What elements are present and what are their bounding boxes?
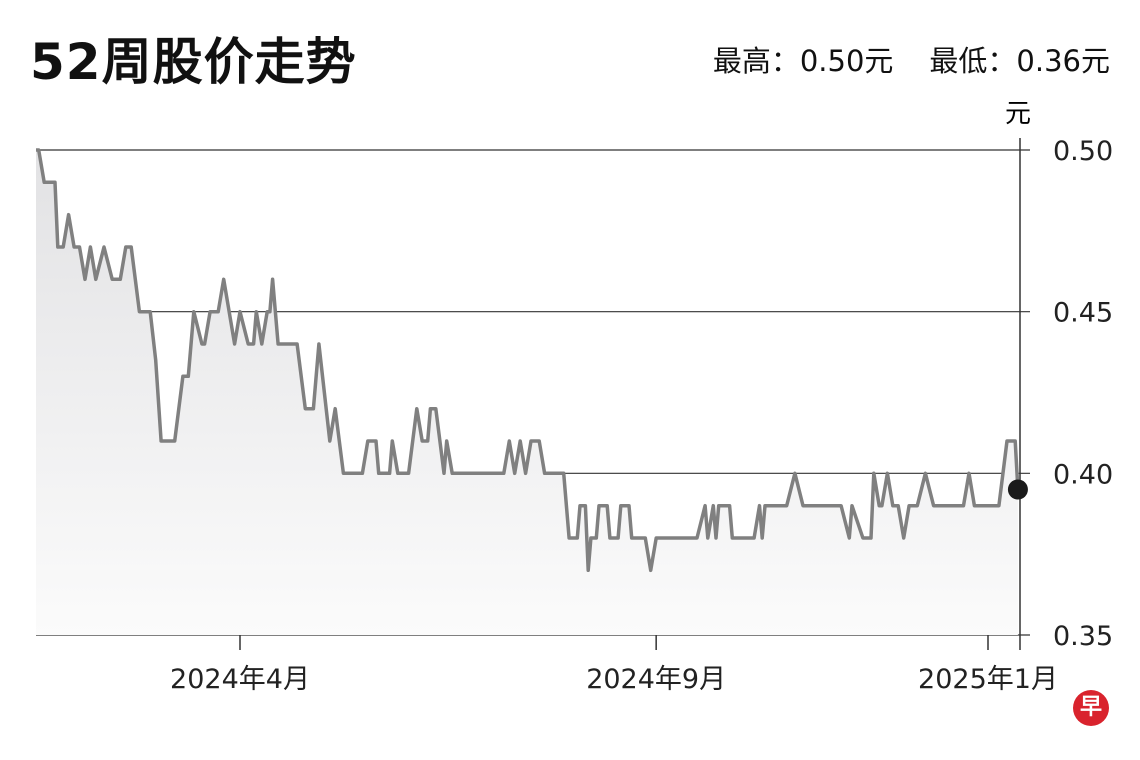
x-tick-label: 2025年1月	[918, 664, 1058, 695]
x-tick-label: 2024年4月	[170, 664, 310, 695]
last-price-marker	[1007, 479, 1028, 500]
chart-title: 52周股价走势	[30, 33, 357, 91]
price-line	[36, 148, 1020, 573]
zaobao-logo: 早	[1073, 690, 1109, 726]
y-tick-label: 0.40	[1053, 459, 1113, 490]
price-range: 最高：0.50元 最低：0.36元	[677, 38, 1110, 80]
x-tick-label: 2024年9月	[586, 664, 726, 695]
y-axis-unit: 元	[1005, 99, 1031, 129]
price-area	[36, 150, 1018, 635]
y-tick-label: 0.50	[1053, 136, 1113, 167]
y-tick-label: 0.45	[1053, 298, 1113, 329]
low-price: 最低：0.36元	[929, 44, 1110, 78]
high-price: 最高：0.50元	[712, 44, 894, 78]
y-tick-label: 0.35	[1053, 621, 1113, 652]
